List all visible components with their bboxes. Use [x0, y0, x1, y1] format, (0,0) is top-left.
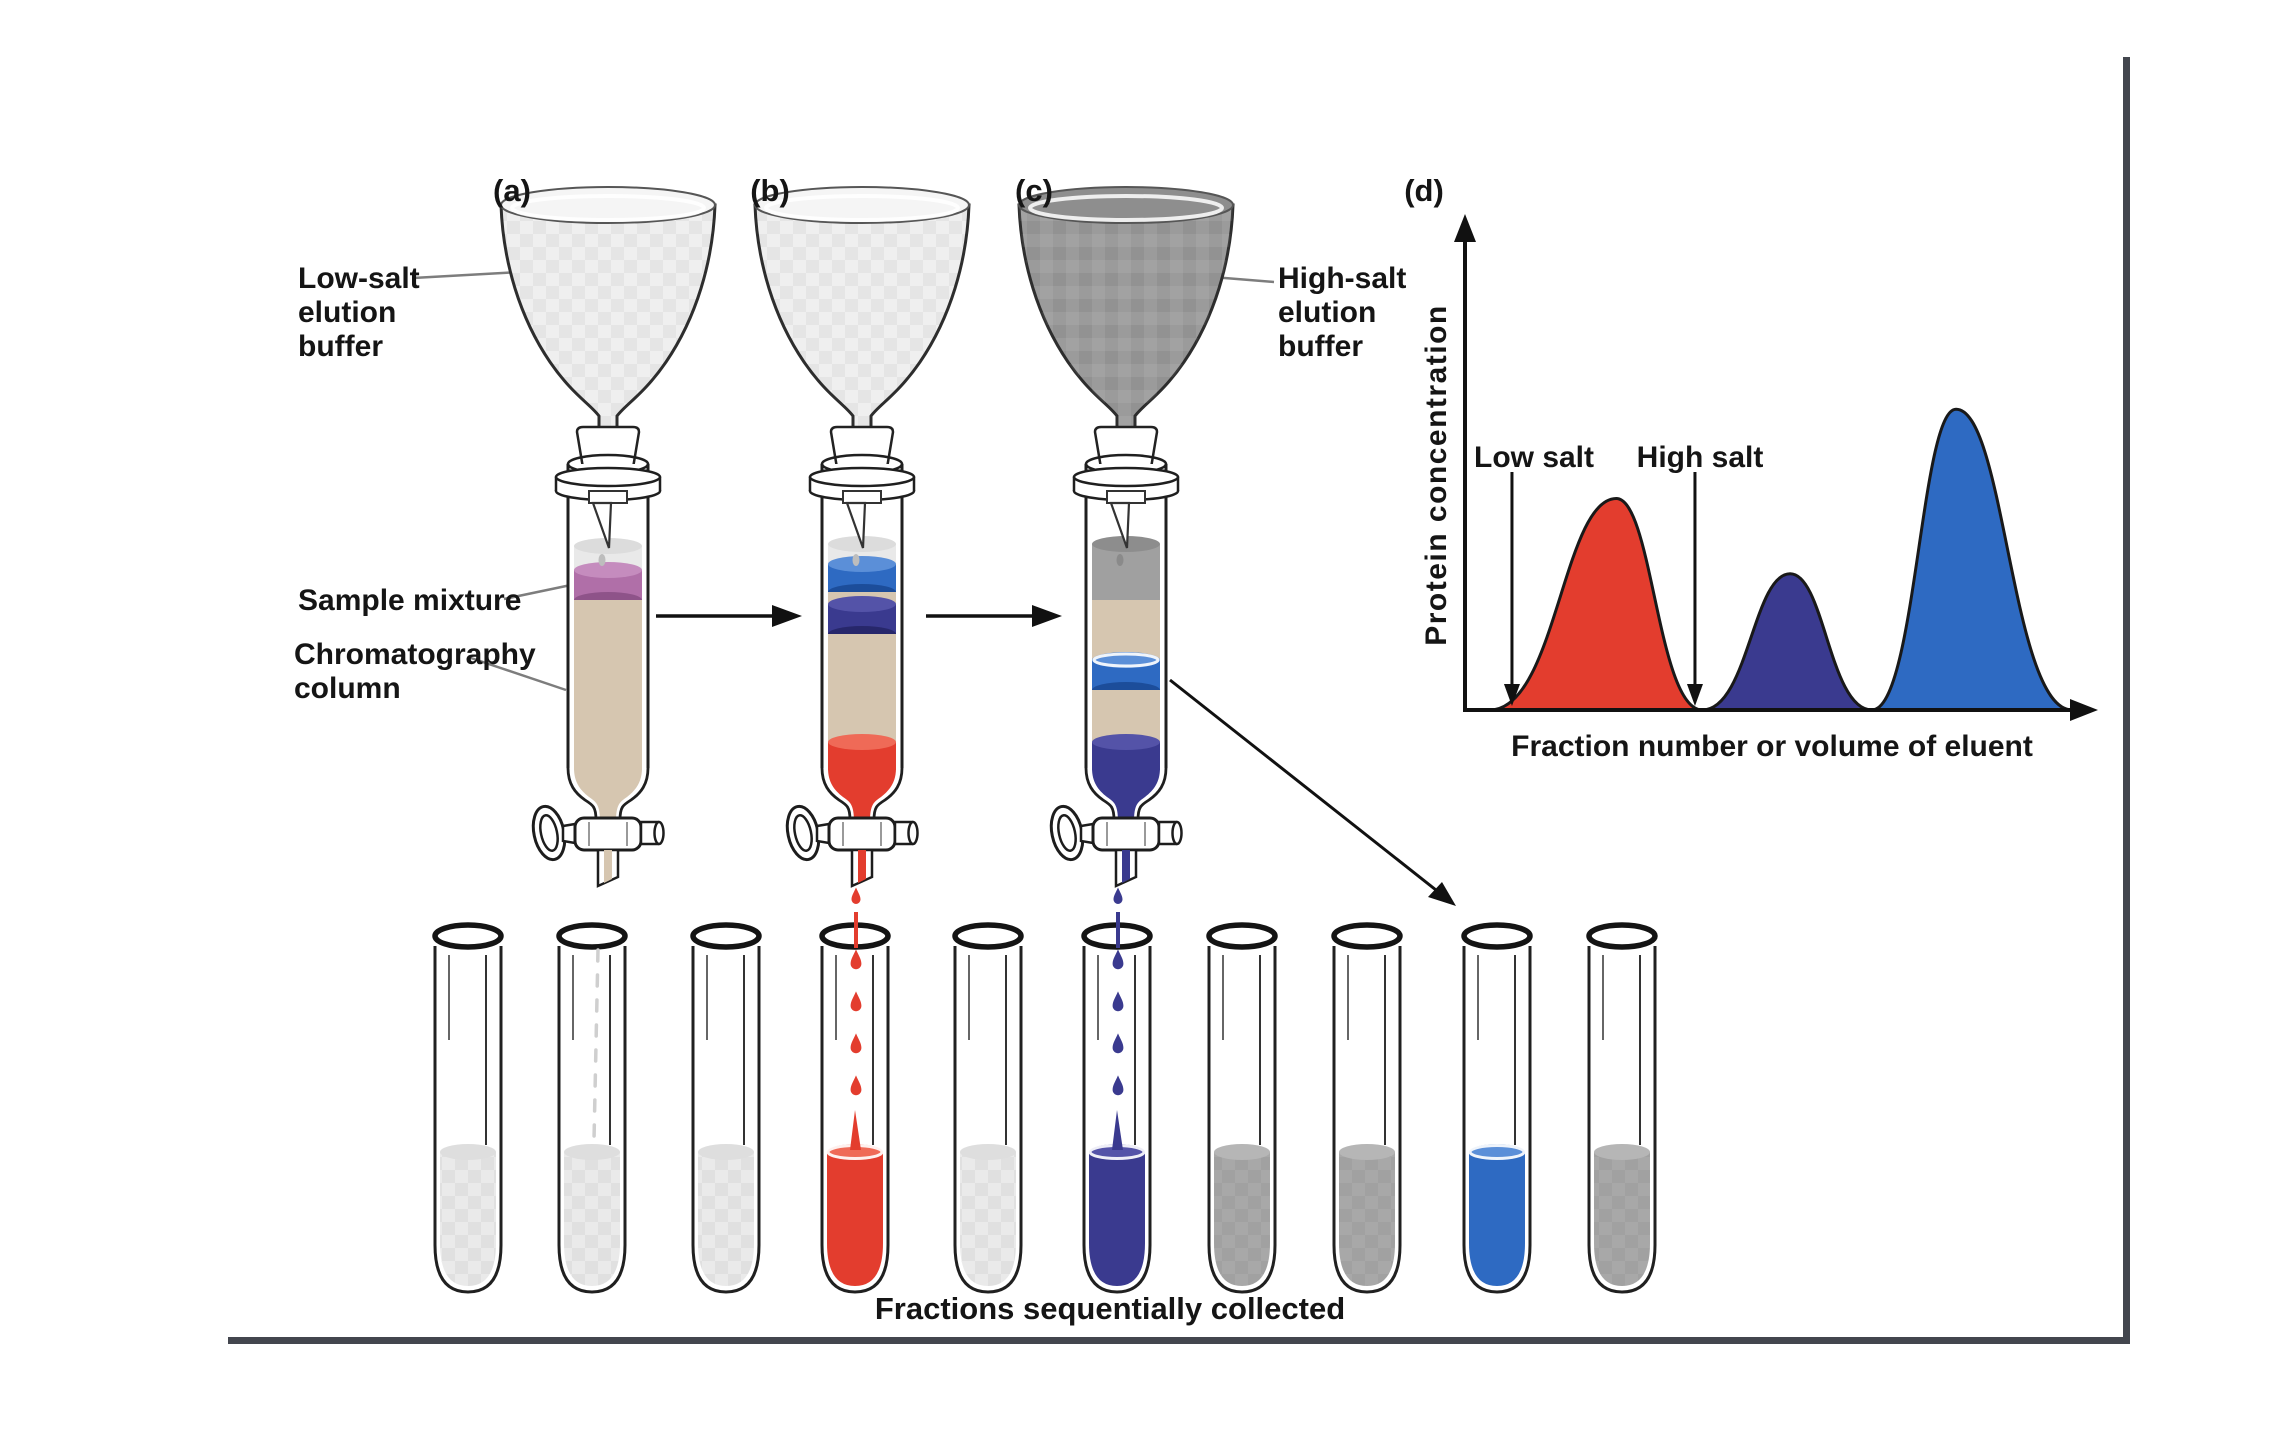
spout-c [1109, 501, 1131, 549]
tube-rim-8 [1331, 922, 1403, 950]
tube-rim-3 [690, 922, 762, 950]
column-assembly-b [753, 186, 971, 888]
stopper-b [829, 425, 895, 476]
panel-border-bottom [228, 1337, 2130, 1344]
tube-rim-1 [432, 922, 504, 950]
low-salt-buffer-line1: Low-salt [298, 262, 420, 295]
column-contents-b [828, 536, 896, 822]
faint-drip-a [592, 948, 600, 1142]
eluate-drips [592, 887, 1124, 1150]
tube-rim-10 [1586, 922, 1658, 950]
panel-border-right [2123, 57, 2130, 1344]
arrow-step-a-to-b [656, 605, 802, 627]
fractions-caption: Fractions sequentially collected [874, 1291, 1346, 1326]
sample-mixture-label: Sample mixture [298, 584, 522, 617]
x-axis [1463, 699, 2098, 721]
tube-liquid-9 [1469, 1152, 1525, 1286]
test-tube-2 [556, 922, 628, 1294]
low-salt-buffer-label: Low-salt elution buffer [298, 262, 420, 364]
low-salt-buffer-line3: buffer [298, 330, 383, 363]
column-assembly-a [499, 186, 717, 888]
funnel-c [1017, 186, 1235, 452]
stopcock-c [1049, 804, 1183, 862]
tube-liquid-4 [827, 1152, 883, 1286]
panel-label-c: (c) [1015, 173, 1053, 208]
funnel-a [499, 186, 717, 452]
chart-peak-blue [1871, 407, 2073, 712]
test-tube-1 [432, 922, 504, 1294]
panel-label-b: (b) [750, 173, 790, 208]
column-contents-c [1092, 536, 1160, 822]
elution-profile-chart [1454, 214, 2098, 721]
test-tubes-row [432, 922, 1658, 1294]
test-tube-6 [1081, 922, 1153, 1294]
tube-rim-9 [1461, 922, 1533, 950]
chromatography-column-line1: Chromatography [294, 638, 536, 671]
test-tube-4 [819, 922, 891, 1294]
test-tube-5 [952, 922, 1024, 1294]
drip-stream-c [1112, 887, 1124, 1150]
funnel-b [753, 186, 971, 452]
test-tube-7 [1206, 922, 1278, 1294]
arrow-column-to-fractions [1169, 678, 1456, 906]
panel-label-a: (a) [493, 173, 531, 208]
high-salt-buffer-label: High-salt elution buffer [1278, 262, 1406, 364]
high-salt-annotation-arrow [1686, 472, 1703, 706]
test-tube-9 [1461, 922, 1533, 1294]
chart-peak-red [1489, 496, 1703, 712]
tube-liquid-6 [1089, 1152, 1145, 1286]
tube-rim-2 [556, 922, 628, 950]
test-tube-3 [690, 922, 762, 1294]
chart-y-axis-label: Protein concentration [1420, 304, 1453, 646]
high-salt-buffer-line2: elution [1278, 296, 1377, 329]
stopper-a [575, 425, 641, 476]
column-contents-a [574, 538, 642, 822]
leader-chromatography-column [467, 655, 567, 692]
chart-high-salt-label: High salt [1636, 441, 1764, 474]
stopcock-b [785, 804, 919, 862]
drip-stream-b [850, 887, 862, 1150]
panel-label-d: (d) [1404, 173, 1444, 208]
high-salt-buffer-line3: buffer [1278, 330, 1363, 363]
stopcock-a [531, 804, 665, 862]
high-salt-buffer-line1: High-salt [1278, 262, 1407, 295]
spout-b [845, 501, 867, 549]
tube-rim-7 [1206, 922, 1278, 950]
chromatography-columns [499, 186, 1235, 888]
tube-rim-5 [952, 922, 1024, 950]
stopper-c [1093, 425, 1159, 476]
chart-peak-navy [1702, 572, 1873, 712]
y-axis [1454, 214, 1476, 712]
chart-x-axis-label: Fraction number or volume of eluent [1511, 730, 2033, 763]
test-tube-8 [1331, 922, 1403, 1294]
test-tube-10 [1586, 922, 1658, 1294]
arrow-step-b-to-c [926, 605, 1062, 627]
column-assembly-c [1017, 186, 1235, 888]
low-salt-buffer-line2: elution [298, 296, 397, 329]
chart-low-salt-label: Low salt [1473, 441, 1595, 474]
chromatography-column-line2: column [294, 672, 401, 705]
low-salt-annotation-arrow [1503, 472, 1520, 706]
spout-a [591, 501, 613, 549]
chromatography-column-label: Chromatography column [294, 638, 536, 706]
